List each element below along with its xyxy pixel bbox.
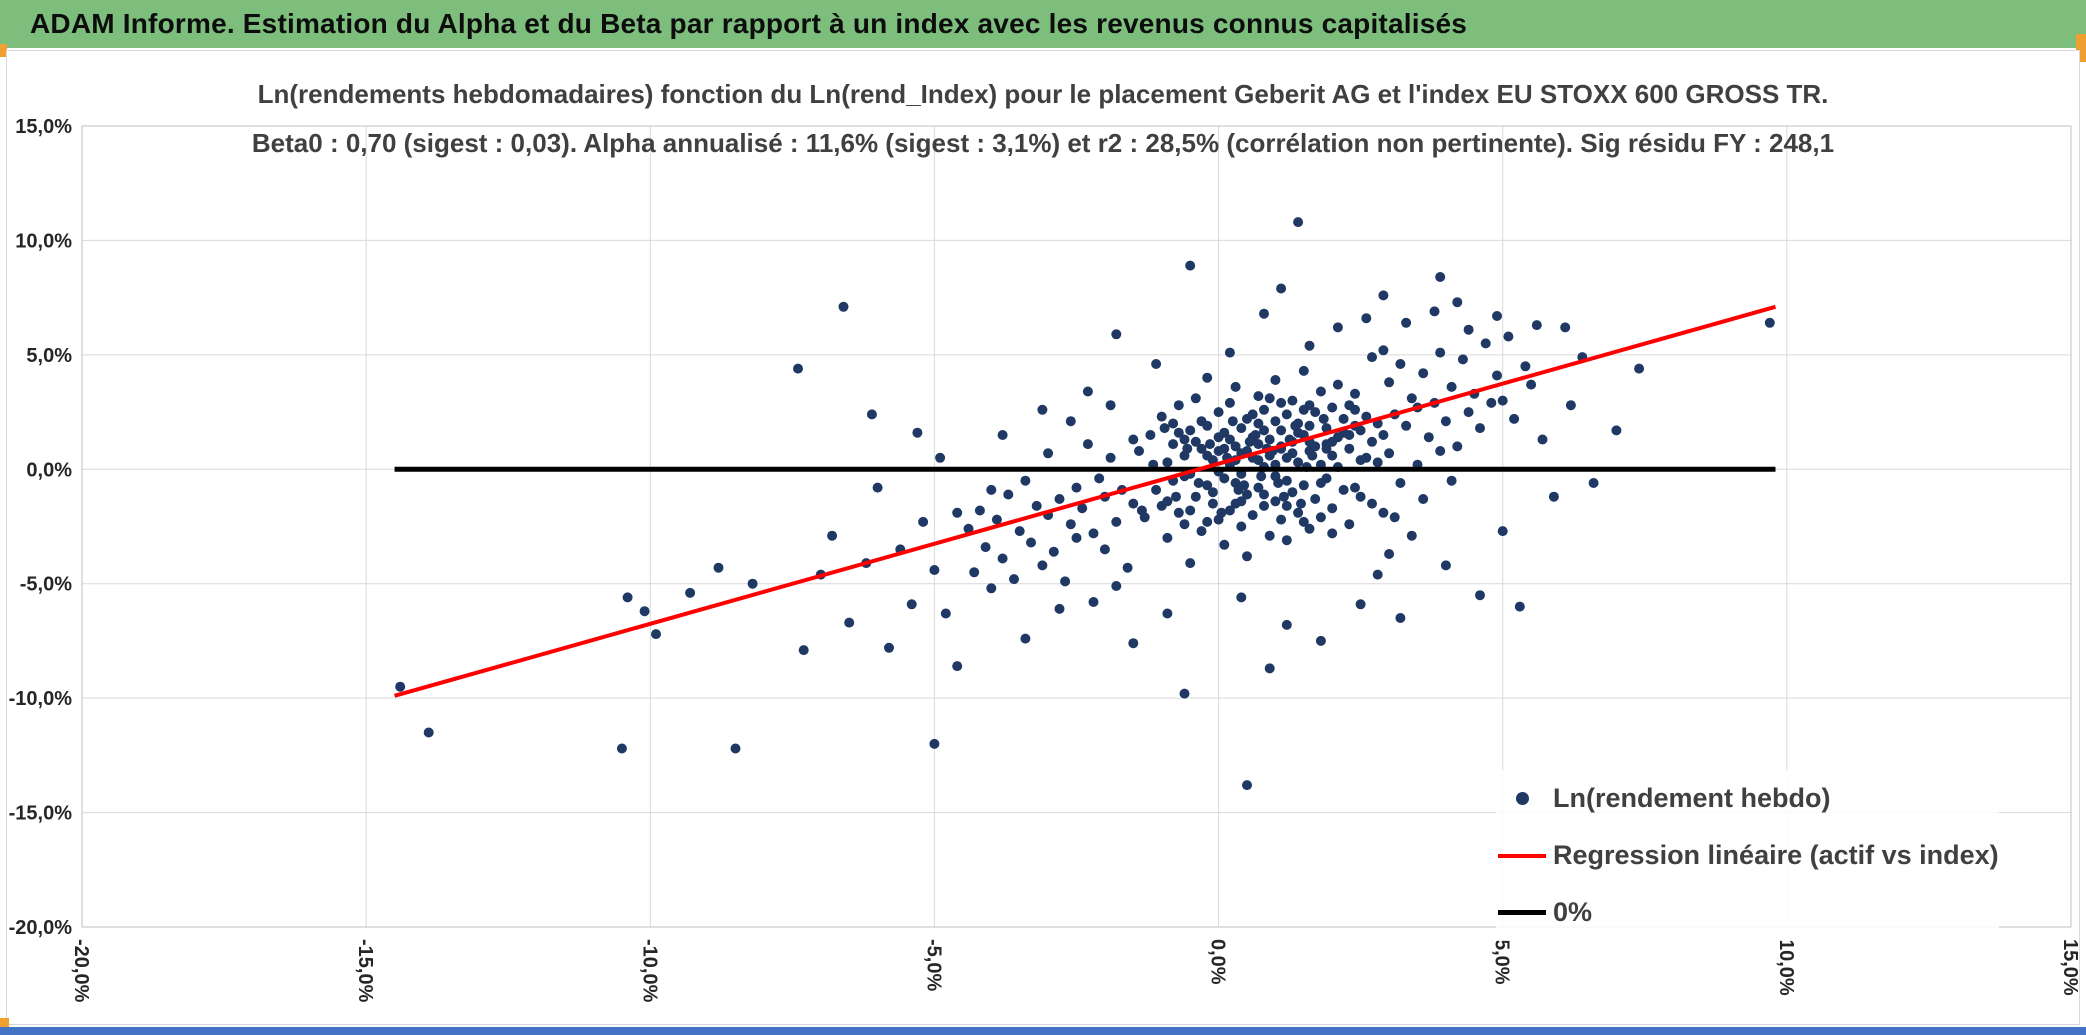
orange-accent-top-right bbox=[2076, 34, 2086, 62]
chart-title-line-1: Ln(rendements hebdomadaires) fonction du… bbox=[257, 79, 1829, 109]
legend-item-scatter[interactable]: Ln(rendement hebdo) bbox=[1496, 770, 1999, 827]
legend-label-zero: 0% bbox=[1553, 897, 1593, 927]
orange-accent-bottom-left bbox=[0, 1018, 9, 1027]
legend-item-regression[interactable]: Regression linéaire (actif vs index) bbox=[1496, 827, 1999, 884]
legend-label-scatter: Ln(rendement hebdo) bbox=[1553, 783, 1831, 813]
red-line-icon bbox=[1498, 853, 1546, 858]
black-line-icon bbox=[1498, 910, 1546, 915]
zero-line-icon bbox=[1496, 910, 1548, 915]
legend-item-zero[interactable]: 0% bbox=[1496, 884, 1999, 941]
orange-accent-left bbox=[0, 44, 7, 57]
sheet-title: ADAM Informe. Estimation du Alpha et du … bbox=[30, 8, 1468, 39]
dot-icon bbox=[1515, 792, 1529, 805]
chart-legend: Ln(rendement hebdo) Regression linéaire … bbox=[1496, 770, 1999, 941]
chart-title: Ln(rendements hebdomadaires) fonction du… bbox=[160, 70, 1926, 168]
chart-title-line-2: Beta0 : 0,70 (sigest : 0,03). Alpha annu… bbox=[251, 128, 1835, 158]
bottom-blue-strip bbox=[0, 1027, 2086, 1035]
legend-label-regression: Regression linéaire (actif vs index) bbox=[1553, 840, 1999, 870]
sheet-title-bar: ADAM Informe. Estimation du Alpha et du … bbox=[0, 0, 2086, 48]
scatter-marker-icon bbox=[1496, 792, 1548, 805]
regression-line-icon bbox=[1496, 853, 1548, 858]
